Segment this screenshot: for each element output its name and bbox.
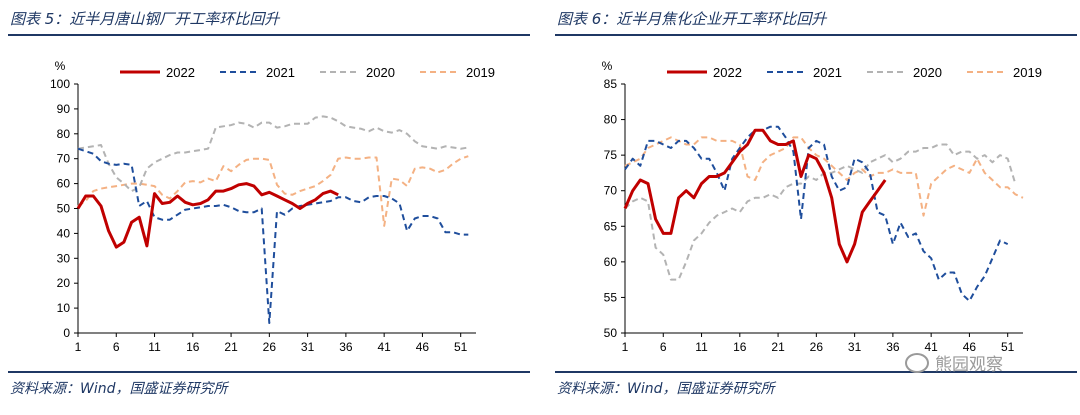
legend-label-2022: 2022 [713, 65, 742, 80]
series-line-2022 [76, 182, 339, 249]
legend-label-2020: 2020 [913, 65, 942, 80]
y-tick-label: 0 [63, 326, 70, 340]
y-tick-label: 80 [604, 113, 618, 127]
y-tick-label: 50 [604, 326, 618, 340]
y-tick-label: 40 [57, 226, 71, 240]
legend-label-2020: 2020 [366, 65, 395, 80]
y-tick-label: 100 [50, 77, 70, 91]
legend-label-2019: 2019 [466, 65, 495, 80]
x-tick-label: 16 [186, 340, 200, 354]
y-tick-label: 30 [57, 251, 71, 265]
y-tick-label: 85 [604, 77, 618, 91]
x-tick-label: 26 [810, 340, 824, 354]
series-line-2022 [623, 128, 887, 264]
watermark-text: 熊园观察 [935, 355, 1003, 375]
x-tick-label: 46 [416, 340, 430, 354]
series-line-2021 [77, 147, 469, 324]
title-rule [8, 34, 530, 36]
x-tick-label: 6 [113, 340, 120, 354]
legend-label-2021: 2021 [266, 65, 295, 80]
x-tick-label: 1 [622, 340, 629, 354]
source-rule [555, 371, 1077, 373]
legend-label-2022: 2022 [166, 65, 195, 80]
x-tick-label: 31 [301, 340, 315, 354]
y-tick-label: 60 [604, 255, 618, 269]
title-rule [555, 34, 1077, 36]
x-tick-label: 31 [848, 340, 862, 354]
x-tick-label: 21 [771, 340, 785, 354]
figure-panel-left: 图表 5：近半月唐山钢厂开工率环比回升 % 0 10 20 30 40 50 60 70 80 90… [8, 0, 538, 415]
series-line-2021 [624, 125, 1009, 302]
figure-panel-right: 图表 6：近半月焦化企业开工率环比回升 % 50 55 60 65 70 75 80 85 1 6 1… [555, 0, 1080, 415]
y-tick-label: 70 [604, 184, 618, 198]
x-tick-label: 11 [148, 340, 161, 354]
legend-label-2021: 2021 [813, 65, 842, 80]
x-tick-label: 6 [660, 340, 667, 354]
y-tick-label: 80 [57, 127, 71, 141]
series-line-2020 [624, 143, 1017, 281]
series-line-2019 [77, 155, 469, 227]
y-tick-label: 70 [57, 152, 71, 166]
watermark-logo: 熊园观察 [905, 350, 1003, 375]
x-tick-label: 41 [924, 340, 938, 354]
y-axis-label: % [602, 59, 613, 73]
y-tick-label: 60 [57, 177, 71, 191]
x-tick-label: 46 [963, 340, 977, 354]
x-tick-label: 36 [886, 340, 900, 354]
x-tick-label: 1 [75, 340, 82, 354]
x-tick-label: 21 [224, 340, 238, 354]
y-tick-label: 65 [604, 219, 618, 233]
x-tick-label: 51 [1001, 340, 1015, 354]
series-line-2019 [624, 136, 1024, 217]
x-tick-label: 51 [454, 340, 468, 354]
y-tick-label: 20 [57, 276, 71, 290]
legend-label-2019: 2019 [1013, 65, 1042, 80]
y-tick-label: 50 [57, 202, 71, 216]
figure-title: 图表 5：近半月唐山钢厂开工率环比回升 [10, 10, 280, 28]
x-tick-label: 26 [263, 340, 277, 354]
y-tick-label: 90 [57, 102, 71, 116]
x-tick-label: 41 [377, 340, 391, 354]
wechat-icon [905, 353, 929, 373]
y-axis-label: % [55, 59, 66, 73]
y-tick-label: 10 [57, 301, 71, 315]
x-tick-label: 11 [695, 340, 708, 354]
figure-title: 图表 6：近半月焦化企业开工率环比回升 [557, 10, 827, 28]
y-tick-label: 55 [604, 290, 618, 304]
x-tick-label: 16 [733, 340, 747, 354]
y-tick-label: 75 [604, 148, 618, 162]
figure-source: 资料来源：Wind，国盛证券研究所 [10, 381, 228, 397]
source-rule [8, 371, 530, 373]
figure-source: 资料来源：Wind，国盛证券研究所 [557, 381, 775, 397]
x-tick-label: 36 [339, 340, 353, 354]
